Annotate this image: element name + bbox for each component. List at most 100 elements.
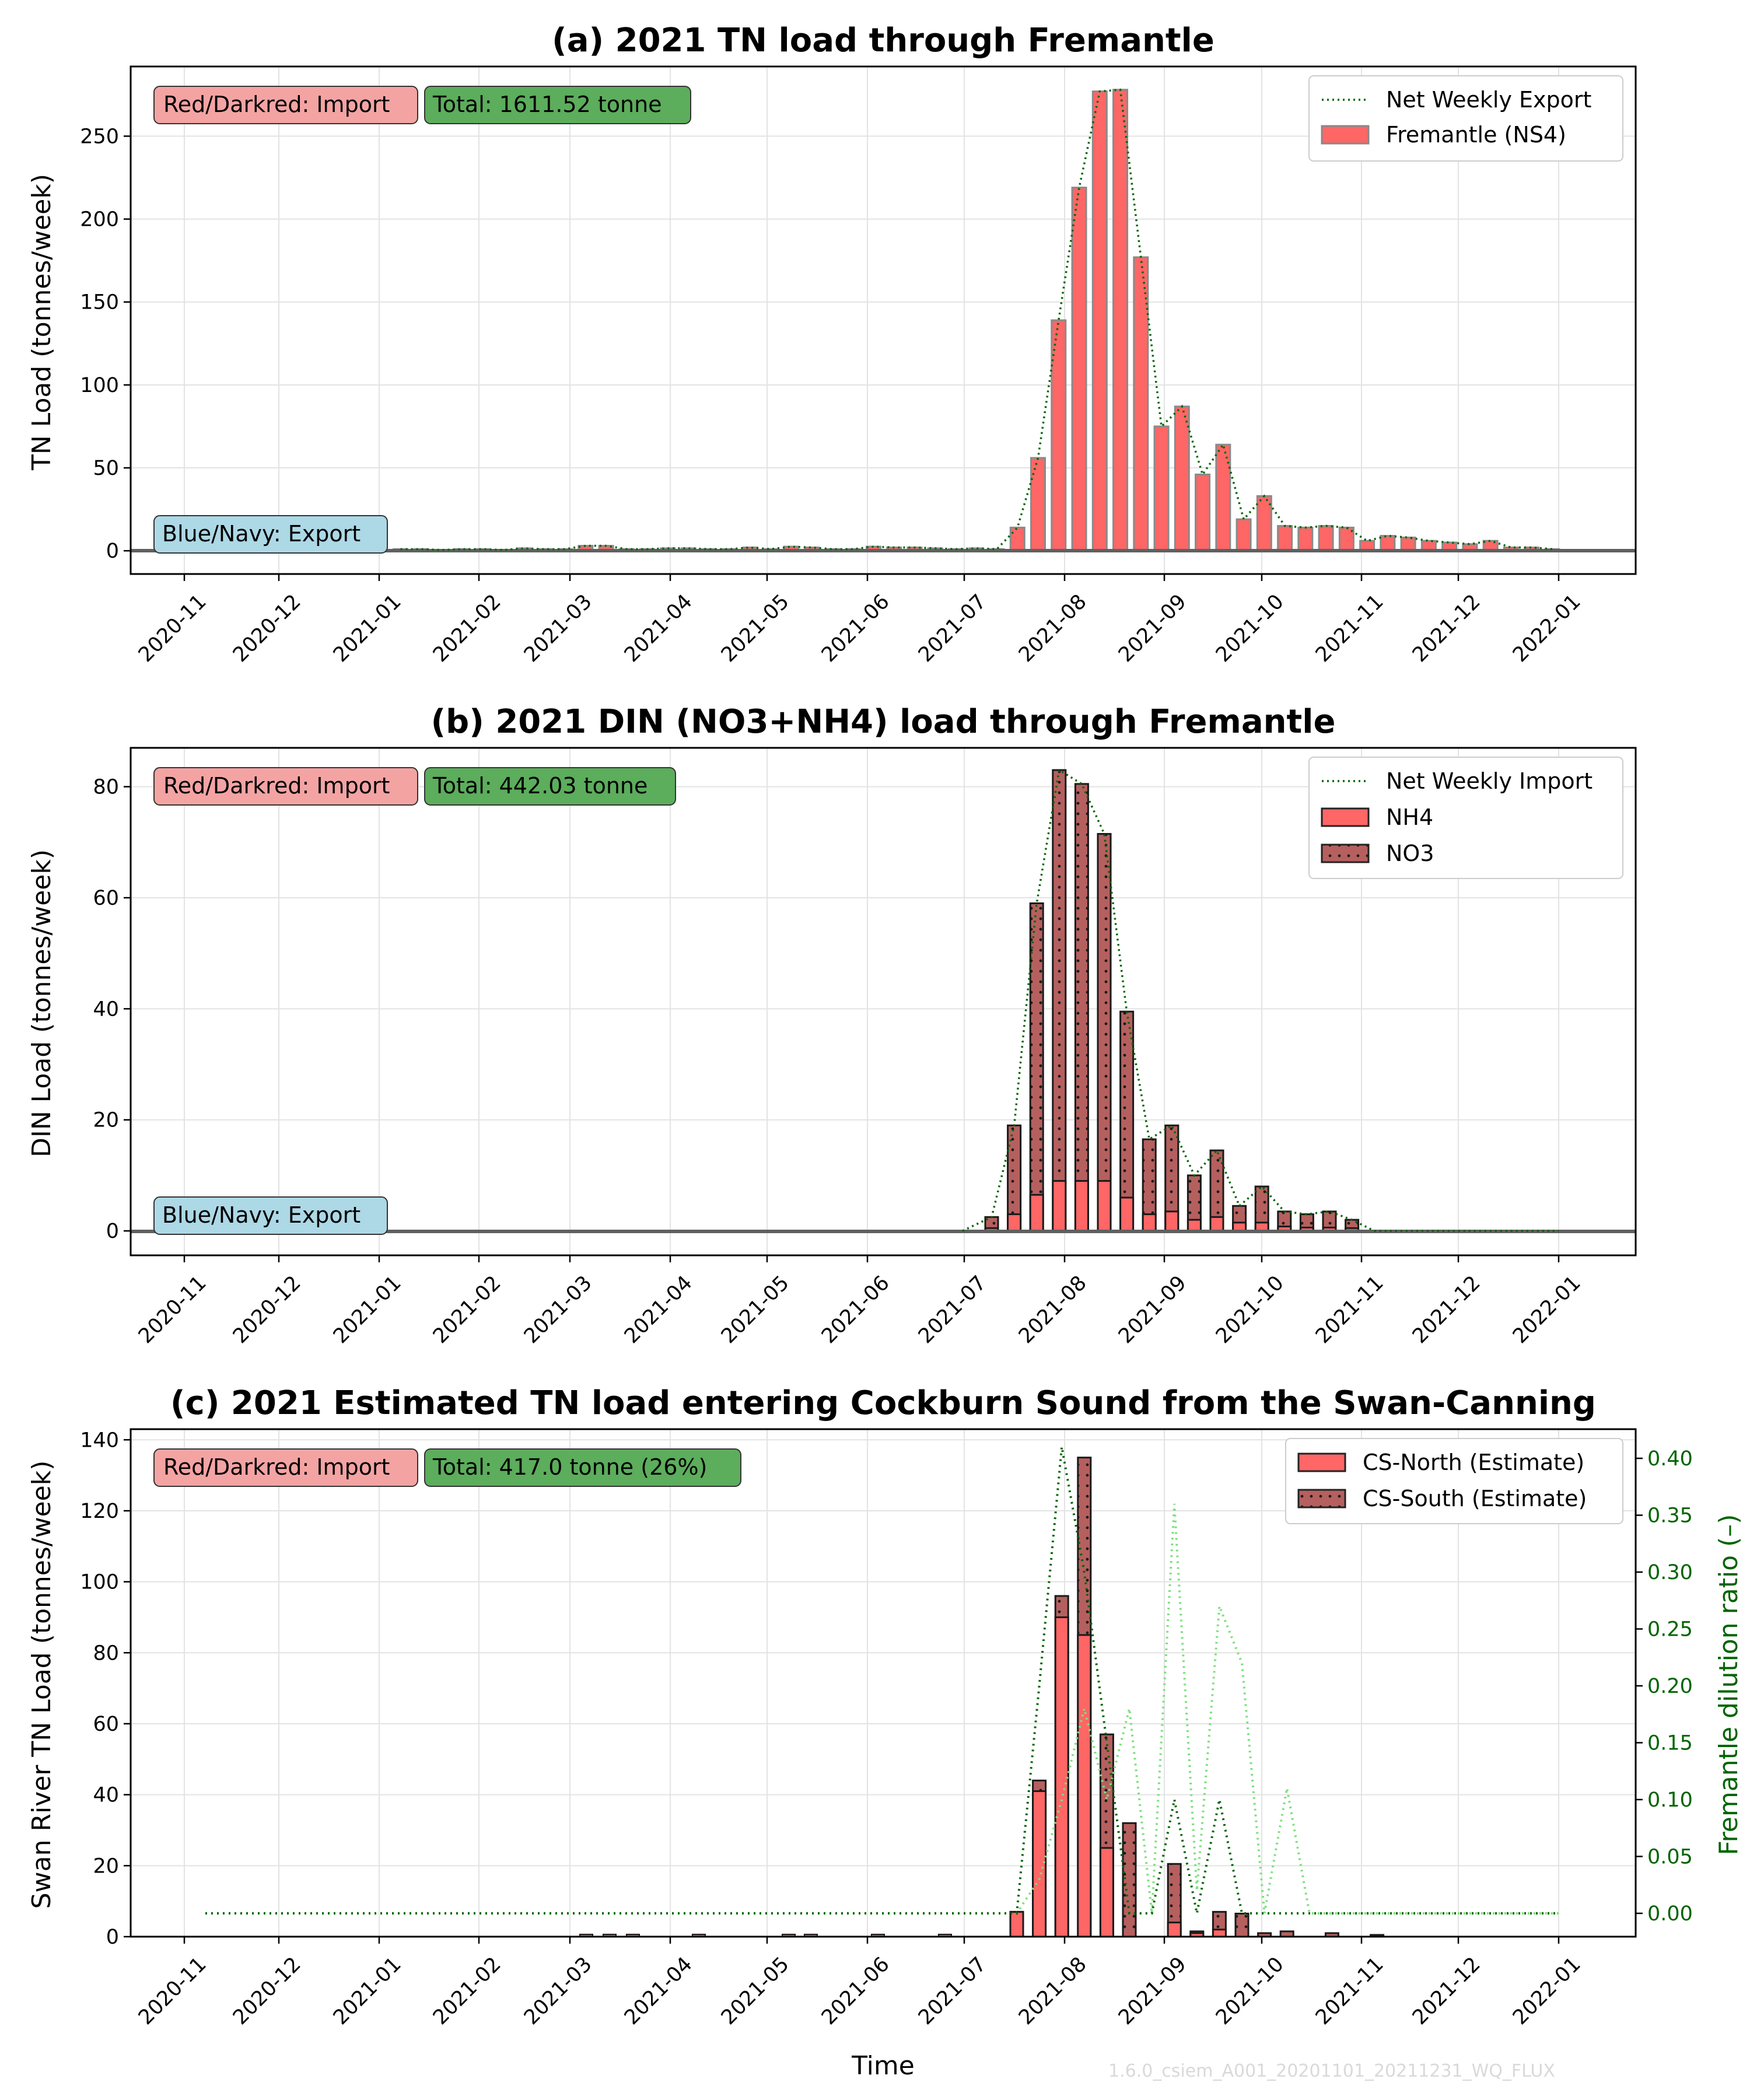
y2-tick-label: 0.00: [1647, 1902, 1693, 1926]
y-tick-label: 100: [80, 374, 119, 397]
legend-cs-south: CS-South (Estimate): [1363, 1486, 1587, 1511]
bar-fremantle-ns4: [1380, 535, 1396, 552]
svg-text:Blue/Navy: Export: Blue/Navy: Export: [162, 1202, 360, 1228]
bar-nh4: [1052, 1180, 1067, 1232]
panel-a-frame: [130, 65, 1637, 575]
svg-text:Red/Darkred: Import: Red/Darkred: Import: [163, 92, 390, 117]
y-tick-label: 60: [93, 887, 119, 910]
bar-fremantle-ns4: [1215, 443, 1231, 552]
bar-nh4: [1232, 1222, 1247, 1232]
x-axis-label: Time: [851, 2051, 915, 2081]
y2-tick-label: 0.30: [1647, 1561, 1693, 1584]
bar-nh4: [1164, 1210, 1180, 1232]
panel-c-legend: CS-North (Estimate) CS-South (Estimate): [1285, 1438, 1623, 1524]
panel-b-ylabel: DIN Load (tonnes/week): [27, 849, 57, 1157]
bar-fremantle-ns4: [1009, 526, 1026, 552]
legend-cs-north: CS-North (Estimate): [1363, 1450, 1584, 1475]
y-tick-label: 20: [93, 1109, 119, 1132]
bar-nh4: [1007, 1213, 1022, 1232]
legend-cs-south-swatch: [1297, 1489, 1346, 1508]
bar-fremantle-ns4: [1071, 187, 1087, 552]
bar-cs-south: [1122, 1822, 1137, 1938]
svg-text:Red/Darkred: Import: Red/Darkred: Import: [163, 1454, 390, 1480]
y-tick-label: 80: [93, 776, 119, 799]
bar-cs-south: [1234, 1912, 1250, 1938]
panel-b-import-label: Red/Darkred: Import: [153, 767, 418, 806]
legend-net-weekly-export: Net Weekly Export: [1386, 87, 1591, 113]
panel-a-title: (a) 2021 TN load through Fremantle: [552, 22, 1214, 60]
y2-tick-label: 0.35: [1647, 1504, 1693, 1528]
y-tick-label: 80: [93, 1642, 119, 1665]
panel-a-legend: Net Weekly Export Fremantle (NS4): [1308, 75, 1623, 162]
legend-nh4-swatch: [1321, 807, 1370, 827]
panel-c-title: (c) 2021 Estimated TN load entering Cock…: [170, 1384, 1596, 1422]
y2-tick-label: 0.25: [1647, 1618, 1693, 1642]
bar-nh4: [1097, 1180, 1112, 1232]
y-tick-label: 140: [80, 1429, 119, 1452]
legend-no3-swatch: [1321, 844, 1370, 863]
bar-fremantle-ns4: [1277, 525, 1293, 552]
bar-no3: [1052, 769, 1067, 1232]
y-tick-label: 20: [93, 1854, 119, 1878]
bar-fremantle-ns4: [1297, 526, 1314, 552]
bar-nh4: [1254, 1222, 1269, 1232]
bar-no3: [1097, 833, 1112, 1232]
panel-c-dilution-dark-line: [205, 1447, 1559, 1915]
bar-nh4: [1142, 1213, 1157, 1232]
panel-c-y2label: Fremantle dilution ratio (–): [1714, 1514, 1744, 1856]
panel-b-legend: Net Weekly Import NH4 NO3: [1308, 757, 1623, 879]
panel-b-frame: [130, 747, 1637, 1256]
legend-no3: NO3: [1386, 841, 1434, 866]
svg-text:Red/Darkred: Import: Red/Darkred: Import: [163, 773, 390, 799]
watermark: 1.6.0_csiem_A001_20201101_20211231_WQ_FL…: [1108, 2061, 1555, 2081]
panel-a-net-weekly-export-line: [400, 88, 1553, 551]
panel-b-export-label: Blue/Navy: Export: [153, 1196, 388, 1235]
bar-fremantle-ns4: [1091, 90, 1108, 552]
svg-text:Total: 1611.52 tonne: Total: 1611.52 tonne: [432, 92, 662, 117]
y-tick-label: 60: [93, 1713, 119, 1736]
y-tick-label: 50: [93, 457, 119, 480]
panel-a-export-label: Blue/Navy: Export: [153, 515, 388, 554]
svg-text:Total: 442.03 tonne: Total: 442.03 tonne: [432, 773, 648, 799]
panel-c-swan-canning: (c) 2021 Estimated TN load entering Cock…: [27, 1384, 1744, 2081]
bar-nh4: [1119, 1196, 1135, 1232]
svg-text:Blue/Navy: Export: Blue/Navy: Export: [162, 521, 360, 547]
bar-nh4: [1074, 1180, 1089, 1232]
y-tick-label: 0: [106, 1220, 119, 1243]
legend-nh4: NH4: [1386, 804, 1433, 830]
legend-fremantle-ns4: Fremantle (NS4): [1386, 122, 1566, 148]
panel-b-title: (b) 2021 DIN (NO3+NH4) load through Frem…: [431, 703, 1336, 741]
y-tick-label: 150: [80, 291, 119, 314]
y-tick-label: 0: [106, 1926, 119, 1949]
y2-tick-label: 0.10: [1647, 1788, 1693, 1812]
bar-fremantle-ns4: [1400, 536, 1416, 552]
panel-a-import-label: Red/Darkred: Import: [153, 86, 418, 124]
bar-nh4: [1186, 1219, 1202, 1232]
bar-fremantle-ns4: [1133, 256, 1149, 552]
bar-cs-north: [1077, 1634, 1092, 1938]
y-tick-label: 200: [80, 208, 119, 232]
y2-tick-label: 0.15: [1647, 1732, 1693, 1755]
panel-c-import-label: Red/Darkred: Import: [153, 1448, 418, 1487]
svg-text:Total: 417.0 tonne (26%): Total: 417.0 tonne (26%): [432, 1454, 707, 1480]
legend-net-weekly-import: Net Weekly Import: [1386, 768, 1592, 794]
bar-fremantle-ns4: [1236, 518, 1252, 552]
bar-cs-north: [1009, 1910, 1024, 1938]
panel-c-total-label: Total: 417.0 tonne (26%): [424, 1448, 741, 1487]
bar-cs-north: [1099, 1847, 1114, 1938]
legend-bar-swatch: [1321, 125, 1370, 145]
panel-b-total-label: Total: 442.03 tonne: [424, 767, 676, 806]
bar-cs-north: [1212, 1929, 1227, 1938]
y2-tick-label: 0.40: [1647, 1447, 1693, 1471]
y2-tick-label: 0.05: [1647, 1846, 1693, 1869]
legend-cs-north-swatch: [1297, 1452, 1346, 1472]
bar-fremantle-ns4: [1195, 473, 1211, 552]
bar-cs-north: [1032, 1790, 1047, 1938]
bar-cs-north: [1167, 1922, 1182, 1938]
bar-fremantle-ns4: [1153, 425, 1170, 552]
bar-nh4: [1209, 1216, 1224, 1232]
y-tick-label: 40: [93, 998, 119, 1021]
y-tick-label: 100: [80, 1571, 119, 1594]
bar-fremantle-ns4: [1112, 89, 1129, 552]
